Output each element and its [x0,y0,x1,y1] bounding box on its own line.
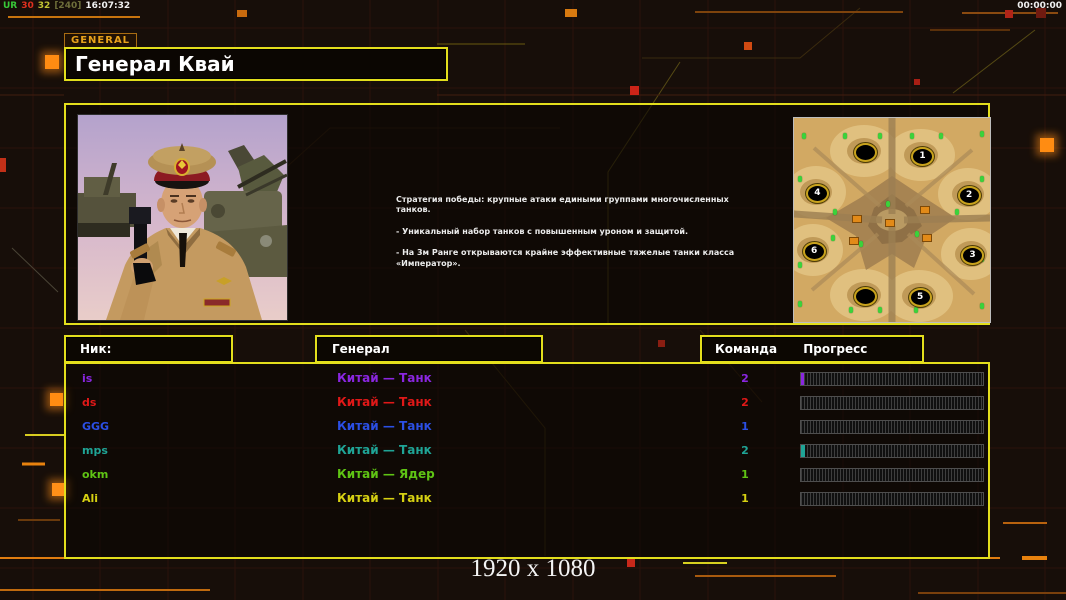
player-row: GGG Китай — Танк 1 [66,415,988,439]
player-progress-bar [800,372,984,386]
player-progress-bar [800,468,984,482]
bullet-1: - Уникальный набор танков с повышенным у… [396,226,688,236]
player-nick: ds [82,396,97,409]
map-preview: 1 4 2 6 3 5 [793,117,991,323]
resolution-label: 1920 x 1080 [470,555,596,582]
map-start-position-marker: 2 [957,185,981,205]
player-row: is Китай — Танк 2 [66,367,988,391]
player-row: okm Китай — Ядер 1 [66,463,988,487]
map-green-dot [878,133,883,140]
net-label: UR [3,1,18,11]
network-stats: UR 30 32 [240] 16:07:32 [3,1,130,11]
map-green-dot [801,133,806,140]
player-nick: GGG [82,420,110,433]
map-green-dot [831,235,836,242]
map-supply-pile [848,237,859,246]
strategy-line: Стратегия победы: крупные атаки едиными … [396,195,729,215]
general-description: Стратегия победы: крупные атаки едиными … [396,195,736,280]
map-green-dot [915,231,920,238]
status-bar: UR 30 32 [240] 16:07:32 00:00:00 [0,0,1066,13]
player-row: mps Китай — Танк 2 [66,439,988,463]
map-green-dot [797,176,802,183]
player-team: 2 [741,396,749,409]
net-value-1: 30 [21,1,34,11]
map-start-position-marker [853,287,877,307]
header-team-progress: Команда Прогресс [700,335,924,363]
player-progress-fill [801,373,804,385]
player-general: Китай — Ядер [337,467,435,481]
map-green-dot [980,176,985,183]
player-nick: mps [82,444,108,457]
header-nick-label: Ник: [80,342,112,356]
players-panel: is Китай — Танк 2 ds Китай — Танк 2 GGG … [64,362,990,559]
general-tab-label: GENERAL [64,33,138,48]
map-supply-pile [885,219,896,228]
map-green-dot [980,131,985,138]
general-portrait [77,114,288,321]
player-row: Ali Китай — Танк 1 [66,487,988,511]
player-progress-fill [801,445,805,457]
general-info-panel: Стратегия победы: крупные атаки едиными … [64,103,991,325]
player-progress-bar [800,444,984,458]
match-timer: 00:00:00 [1017,1,1062,11]
map-green-dot [909,133,914,140]
player-team: 2 [741,372,749,385]
player-team: 1 [741,468,749,481]
map-green-dot [878,306,883,313]
player-progress-bar [800,420,984,434]
player-general: Китай — Танк [337,491,432,505]
player-team: 2 [741,444,749,457]
player-progress-bar [800,396,984,410]
map-start-position-marker: 4 [805,184,829,204]
map-supply-pile [921,233,932,242]
player-nick: is [82,372,93,385]
header-nick: Ник: [64,335,233,363]
map-supply-pile [919,205,930,214]
map-green-dot [954,208,959,215]
map-green-dot [797,300,802,307]
general-title: Генерал Квай [64,47,448,81]
player-team: 1 [741,492,749,505]
map-start-position-marker [853,143,877,163]
player-general: Китай — Танк [337,371,432,385]
player-progress-bar [800,492,984,506]
map-supply-pile [851,214,862,223]
map-green-dot [842,133,847,140]
header-progress-label: Прогресс [803,342,868,356]
net-value-3: [240] [54,1,82,11]
player-nick: okm [82,468,109,481]
bullet-2: - На 3м Ранге открываются крайне эффекти… [396,248,735,268]
player-general: Китай — Танк [337,395,432,409]
map-start-position-marker: 5 [908,288,932,308]
player-general: Китай — Танк [337,419,432,433]
map-green-dot [858,241,863,248]
header-general: Генерал [315,335,543,363]
player-nick: Ali [82,492,99,505]
map-green-dot [886,200,891,207]
map-green-dot [833,208,838,215]
net-value-2: 32 [37,1,51,11]
clock: 16:07:32 [85,1,131,11]
map-green-dot [797,261,802,268]
player-team: 1 [741,420,749,433]
map-start-position-marker: 6 [802,242,826,262]
general-portrait-image [78,115,288,320]
player-general: Китай — Танк [337,443,432,457]
map-green-dot [913,306,918,313]
map-start-position-marker: 3 [960,245,984,265]
map-green-dot [939,133,943,140]
header-team-label: Команда [715,342,778,356]
map-green-dot [980,302,985,309]
header-general-label: Генерал [332,342,390,356]
map-green-dot [848,306,853,313]
player-row: ds Китай — Танк 2 [66,391,988,415]
map-start-position-marker: 1 [911,147,934,167]
